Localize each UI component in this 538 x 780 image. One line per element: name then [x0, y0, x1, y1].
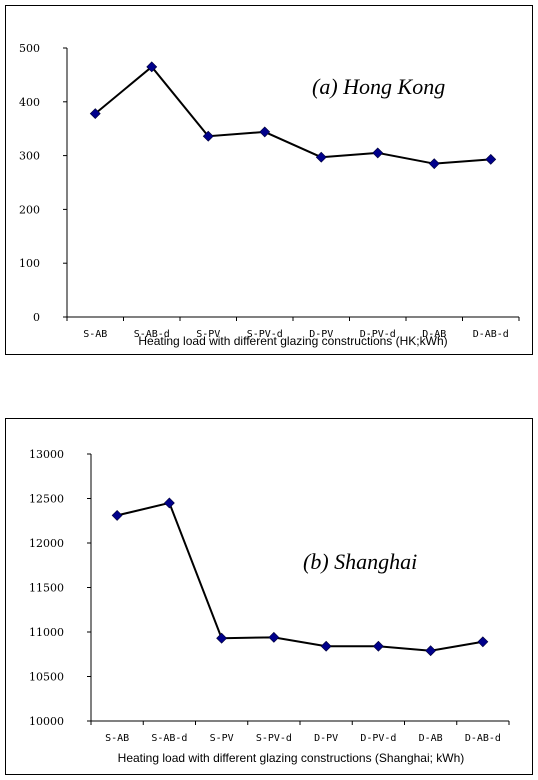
x-tick-label: D-AB [419, 733, 443, 744]
y-tick-label: 12000 [29, 537, 64, 550]
y-tick-label: 12500 [29, 493, 64, 506]
x-tick-label: S-PV [210, 733, 234, 744]
data-point [425, 645, 437, 657]
series-line [116, 501, 484, 652]
data-point [477, 636, 489, 648]
chart-shanghai: (b) Shanghai Heating load with different… [29, 448, 510, 765]
x-tick-label: S-PV-d [256, 733, 292, 744]
x-tick-label: D-AB [422, 329, 446, 340]
x-axis-label: Heating load with different glazing cons… [118, 751, 465, 765]
y-tick-label: 11000 [29, 626, 64, 639]
chart-hong-kong: (a) Hong Kong Heating load with differen… [19, 42, 520, 348]
data-point [163, 497, 175, 509]
data-point [202, 130, 214, 142]
data-point [89, 108, 101, 120]
y-tick-label: 400 [19, 96, 40, 109]
y-tick-label: 100 [19, 257, 40, 270]
data-point [320, 640, 332, 652]
chart-annotation: (b) Shanghai [303, 549, 417, 574]
x-tick-label: S-AB [105, 733, 129, 744]
series-line [94, 65, 491, 165]
y-tick-label: 10500 [29, 671, 64, 684]
x-tick-label: D-AB-d [465, 733, 501, 744]
x-tick-label: D-AB-d [473, 329, 509, 340]
x-tick-label: S-AB-d [134, 329, 170, 340]
x-tick-label: D-PV [314, 733, 338, 744]
chart-annotation: (a) Hong Kong [312, 74, 445, 99]
y-tick-label: 11500 [29, 582, 64, 595]
data-point [372, 147, 384, 159]
x-tick-label: S-PV-d [247, 329, 283, 340]
y-tick-label: 500 [19, 42, 40, 55]
x-tick-label: D-PV [309, 329, 333, 340]
x-tick-label: S-AB [83, 329, 107, 340]
chart-panel-shanghai: (b) Shanghai Heating load with different… [5, 418, 533, 775]
x-tick-label: D-PV-d [360, 329, 396, 340]
data-point [259, 126, 271, 138]
data-point [485, 153, 497, 165]
data-point [146, 61, 158, 73]
data-point [111, 509, 123, 521]
data-point [428, 158, 440, 170]
data-point [216, 632, 228, 644]
y-tick-label: 13000 [29, 448, 64, 461]
y-tick-label: 300 [19, 150, 40, 163]
x-tick-label: S-PV [196, 329, 220, 340]
data-point [268, 631, 280, 643]
x-tick-label: S-AB-d [151, 733, 187, 744]
data-point [372, 640, 384, 652]
y-tick-label: 10000 [29, 715, 64, 728]
chart-panel-hong-kong: (a) Hong Kong Heating load with differen… [5, 5, 533, 355]
x-axis-label: Heating load with different glazing cons… [138, 334, 447, 348]
data-point [315, 151, 327, 163]
y-tick-label: 200 [19, 203, 40, 216]
x-tick-label: D-PV-d [360, 733, 396, 744]
y-tick-label: 0 [33, 311, 40, 324]
